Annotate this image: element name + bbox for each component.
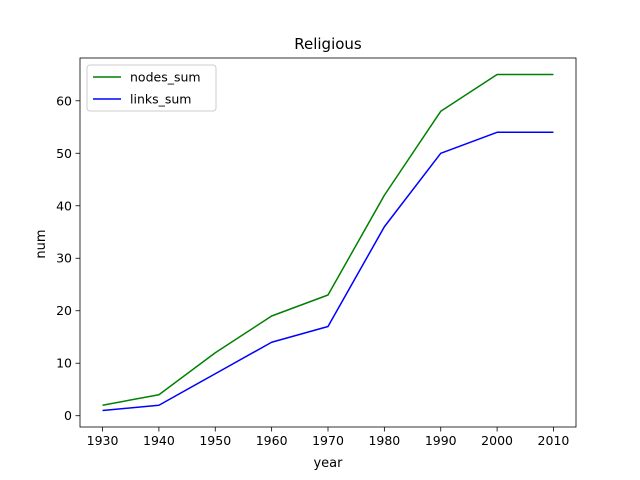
chart-title: Religious — [294, 35, 362, 53]
y-tick-label: 60 — [56, 93, 72, 108]
legend: nodes_sum links_sum — [86, 64, 217, 112]
y-tick-label: 30 — [56, 251, 72, 266]
x-tick-label: 1990 — [425, 433, 457, 448]
x-tick-label: 1950 — [199, 433, 231, 448]
x-tick-label: 1930 — [87, 433, 119, 448]
series-line-nodes-sum — [102, 73, 554, 406]
legend-label-links-sum: links_sum — [130, 92, 191, 107]
x-tick-label: 1970 — [312, 433, 344, 448]
y-tick-label: 20 — [56, 303, 72, 318]
y-tick-label: 50 — [56, 146, 72, 161]
y-tick-label: 10 — [56, 356, 72, 371]
y-axis-label: num — [34, 229, 49, 258]
y-tick-label: 0 — [64, 408, 72, 423]
x-axis-label: year — [313, 456, 343, 471]
y-tick-label: 40 — [56, 198, 72, 213]
x-tick-label: 1960 — [256, 433, 288, 448]
x-tick-label: 1940 — [143, 433, 175, 448]
x-tick-label: 2000 — [481, 433, 513, 448]
plot-area: 1930 1940 1950 1960 1970 1980 1990 2000 2010 0 10 2… — [56, 57, 577, 448]
plot-frame — [79, 57, 577, 428]
series-line-links-sum — [102, 131, 554, 412]
legend-label-nodes-sum: nodes_sum — [130, 70, 201, 85]
x-tick-label: 1980 — [368, 433, 400, 448]
x-tick-label: 2010 — [538, 433, 570, 448]
